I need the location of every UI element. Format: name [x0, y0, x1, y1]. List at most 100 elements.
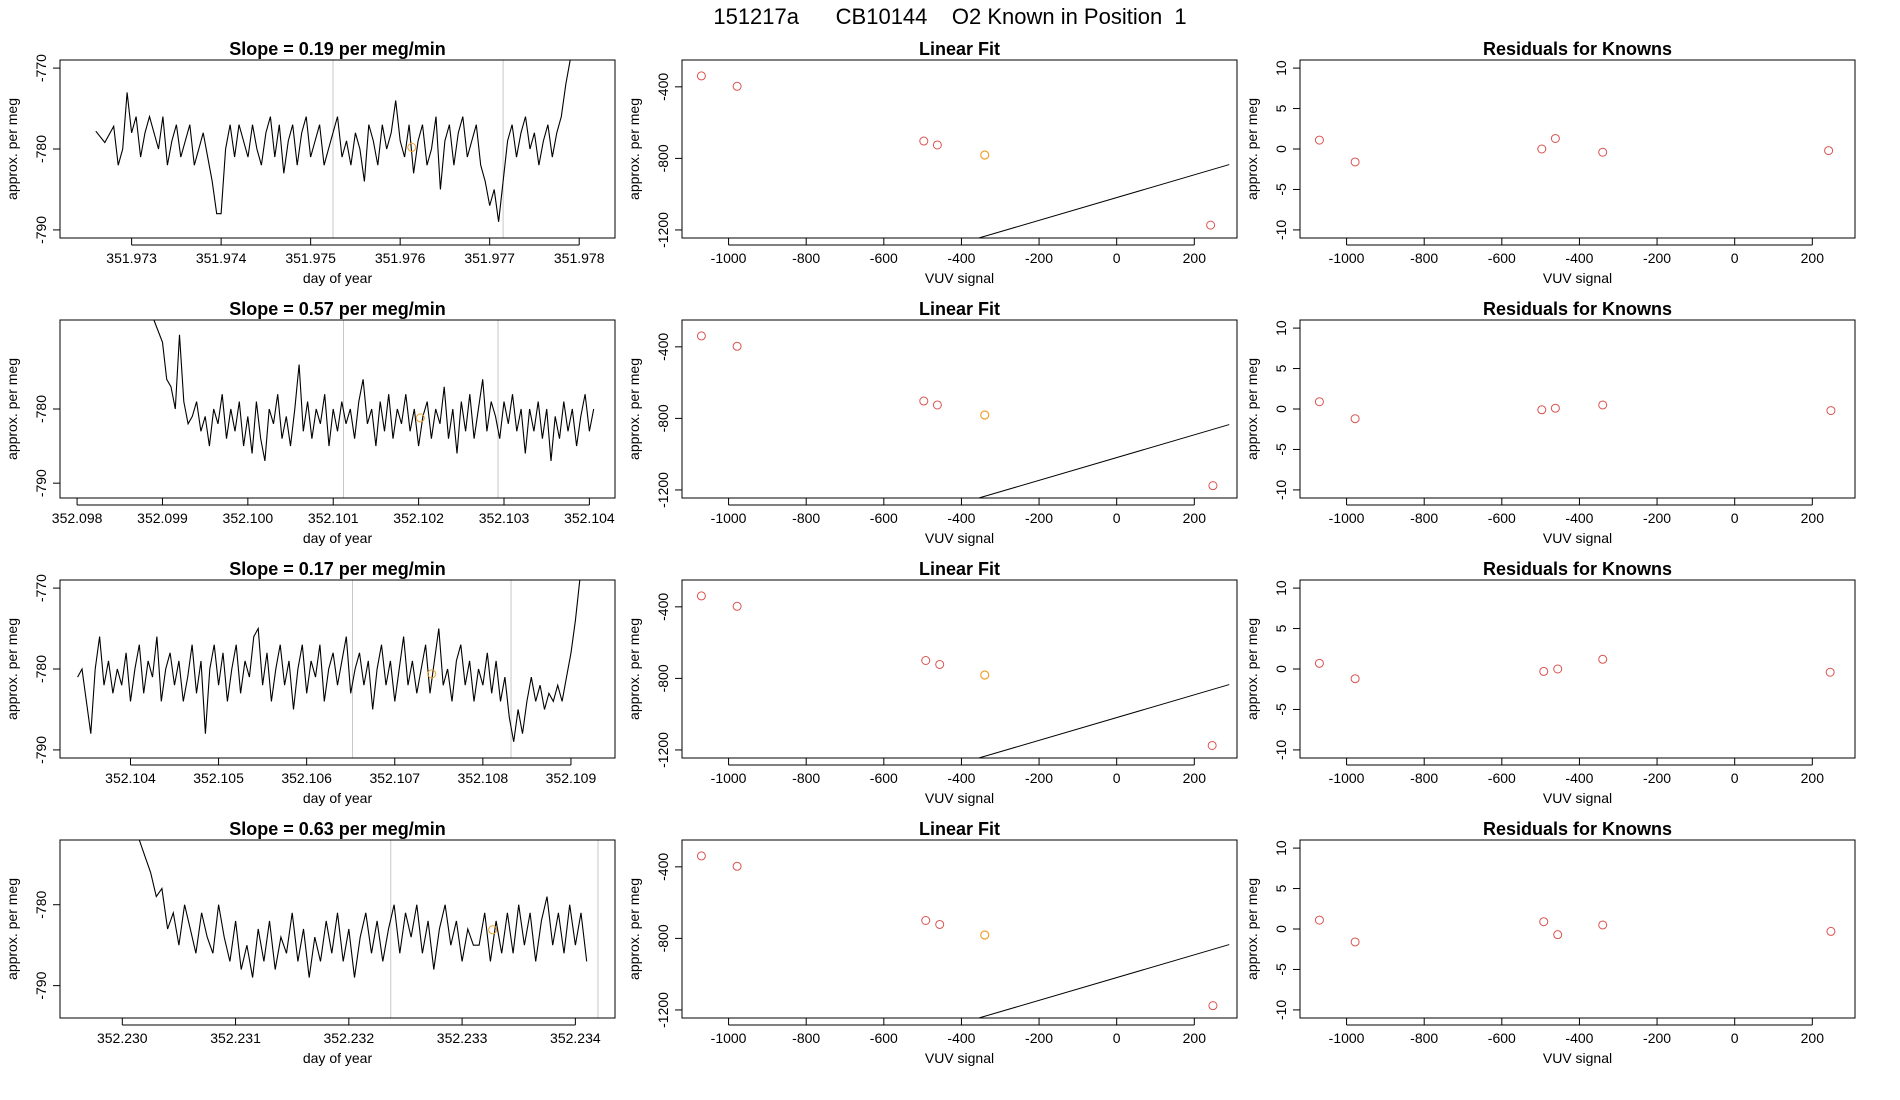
y-tick-label: -800: [655, 404, 671, 432]
x-tick-label: 352.105: [193, 770, 244, 786]
plot-frame: [1299, 59, 1856, 239]
y-axis-label: approx. per meg: [1244, 618, 1260, 720]
known-point: [919, 136, 929, 146]
known-point: [932, 400, 942, 410]
x-tick-label: -1000: [711, 770, 747, 786]
x-tick-label: -1000: [1329, 250, 1365, 266]
y-tick-label: -10: [1273, 1000, 1289, 1020]
x-tick-label: -400: [947, 250, 975, 266]
x-tick-label: -600: [870, 770, 898, 786]
x-tick-label: 352.103: [479, 510, 530, 526]
residual-point: [1314, 397, 1324, 407]
x-tick-label: -1000: [711, 510, 747, 526]
x-tick-label: 352.099: [137, 510, 188, 526]
y-axis-label: approx. per meg: [4, 98, 20, 200]
y-axis-label: approx. per meg: [4, 358, 20, 460]
y-axis-label: approx. per meg: [4, 878, 20, 980]
x-tick-label: -200: [1643, 1030, 1671, 1046]
panel-r3-c1: Slope = 0.17 per meg/min day of year appro…: [4, 559, 616, 806]
x-tick-label: -200: [1025, 510, 1053, 526]
x-tick-label: -400: [1565, 770, 1593, 786]
x-tick-label: 200: [1801, 250, 1825, 266]
residual-point: [1350, 674, 1360, 684]
residual-point: [1539, 666, 1549, 676]
y-tick-label: -10: [1273, 480, 1289, 500]
plot-frame: [59, 579, 616, 759]
x-axis-label: VUV signal: [1543, 790, 1612, 806]
y-tick-label: 0: [1273, 665, 1289, 673]
y-tick-label: -800: [655, 144, 671, 172]
panel-r4-c3: Residuals for Knowns VUV signal approx. pe…: [1244, 819, 1856, 1066]
residual-point: [1598, 654, 1608, 664]
x-tick-label: -800: [1410, 250, 1438, 266]
x-tick-label: -400: [1565, 250, 1593, 266]
panel-title: Slope = 0.57 per meg/min: [229, 299, 446, 319]
panel-title: Linear Fit: [919, 39, 1000, 59]
y-tick-label: -790: [33, 469, 49, 497]
residual-point: [1537, 144, 1547, 154]
panel-title: Slope = 0.17 per meg/min: [229, 559, 446, 579]
residual-point: [1350, 937, 1360, 947]
panel-r3-c3: Residuals for Knowns VUV signal approx. pe…: [1244, 559, 1856, 806]
y-tick-label: -790: [33, 971, 49, 999]
y-tick-label: -800: [655, 924, 671, 952]
x-tick-label: -800: [792, 1030, 820, 1046]
x-axis-label: day of year: [303, 270, 373, 286]
known-point: [732, 341, 742, 351]
y-tick-label: -400: [655, 853, 671, 881]
y-tick-label: 0: [1273, 145, 1289, 153]
panel-title: Residuals for Knowns: [1483, 299, 1672, 319]
x-tick-label: -800: [792, 770, 820, 786]
panel-r1-c3: Residuals for Knowns VUV signal approx. pe…: [1244, 39, 1856, 286]
y-tick-label: -1200: [655, 212, 671, 248]
y-tick-label: -400: [655, 333, 671, 361]
x-tick-label: 352.234: [550, 1030, 601, 1046]
x-tick-label: -400: [1565, 510, 1593, 526]
panel-r1-c2: Linear Fit VUV signal approx. per meg -1000…: [626, 39, 1238, 286]
x-tick-label: -200: [1025, 770, 1053, 786]
x-axis-label: VUV signal: [925, 790, 994, 806]
x-tick-label: -600: [1488, 510, 1516, 526]
plot-frame: [681, 839, 1238, 1019]
x-tick-label: 200: [1801, 510, 1825, 526]
y-tick-label: 5: [1273, 884, 1289, 892]
x-axis-label: VUV signal: [1543, 530, 1612, 546]
x-tick-label: 352.231: [210, 1030, 261, 1046]
x-tick-label: 0: [1113, 1030, 1121, 1046]
fit-line: [976, 684, 1230, 758]
panel-r3-c2: Linear Fit VUV signal approx. per meg -1000…: [626, 559, 1238, 806]
residual-point: [1539, 917, 1549, 927]
plot-frame: [681, 319, 1238, 499]
x-tick-label: 0: [1731, 250, 1739, 266]
plot-frame: [1299, 319, 1856, 499]
x-tick-label: 352.104: [105, 770, 156, 786]
y-tick-label: -400: [655, 73, 671, 101]
x-tick-label: -1000: [1329, 510, 1365, 526]
y-axis-label: approx. per meg: [4, 618, 20, 720]
x-tick-label: -200: [1025, 1030, 1053, 1046]
plot-frame: [59, 839, 616, 1019]
current-sample-point: [427, 669, 437, 679]
residual-point: [1598, 400, 1608, 410]
x-tick-label: 200: [1183, 510, 1207, 526]
current-point: [980, 150, 990, 160]
y-axis-label: approx. per meg: [626, 98, 642, 200]
panel-title: Linear Fit: [919, 299, 1000, 319]
x-axis-label: VUV signal: [925, 270, 994, 286]
panel-r2-c2: Linear Fit VUV signal approx. per meg -1000…: [626, 299, 1238, 546]
y-axis-label: approx. per meg: [1244, 878, 1260, 980]
known-point: [1207, 740, 1217, 750]
known-point: [1208, 1001, 1218, 1011]
panel-title: Linear Fit: [919, 819, 1000, 839]
x-tick-label: 352.108: [458, 770, 509, 786]
known-point: [921, 916, 931, 926]
x-tick-label: 352.232: [324, 1030, 375, 1046]
current-sample-point: [488, 925, 498, 935]
x-tick-label: 0: [1113, 510, 1121, 526]
x-tick-label: -800: [1410, 770, 1438, 786]
x-tick-label: 352.233: [437, 1030, 488, 1046]
plot-frame: [681, 579, 1238, 759]
known-point: [696, 591, 706, 601]
x-tick-label: 351.973: [106, 250, 157, 266]
x-tick-label: -800: [1410, 1030, 1438, 1046]
